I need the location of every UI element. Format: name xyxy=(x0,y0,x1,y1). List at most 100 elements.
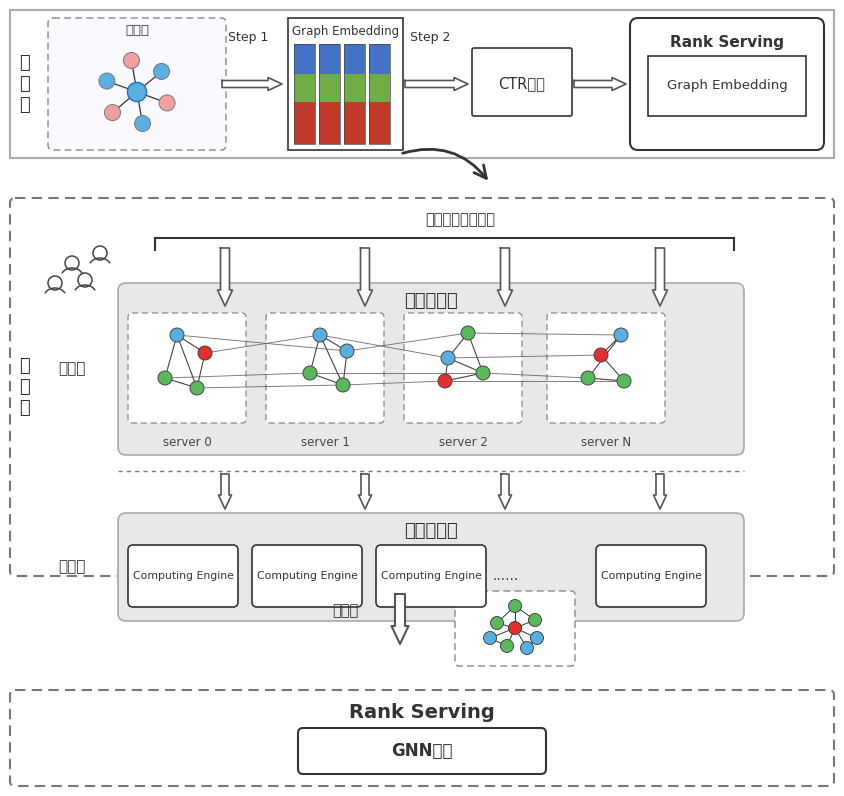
Text: Computing Engine: Computing Engine xyxy=(381,571,481,581)
Text: server 1: server 1 xyxy=(300,436,349,450)
Text: Computing Engine: Computing Engine xyxy=(133,571,234,581)
FancyBboxPatch shape xyxy=(376,545,486,607)
Text: Rank Serving: Rank Serving xyxy=(349,703,495,721)
FancyBboxPatch shape xyxy=(596,545,706,607)
FancyBboxPatch shape xyxy=(48,18,226,150)
FancyBboxPatch shape xyxy=(266,313,384,423)
Circle shape xyxy=(303,366,317,380)
Polygon shape xyxy=(653,474,667,509)
Bar xyxy=(288,18,403,150)
Bar xyxy=(369,44,390,74)
Polygon shape xyxy=(392,594,408,644)
Bar xyxy=(319,44,340,74)
Bar xyxy=(369,74,390,102)
Circle shape xyxy=(508,599,522,612)
Circle shape xyxy=(500,639,513,653)
FancyBboxPatch shape xyxy=(118,513,744,621)
Circle shape xyxy=(594,348,608,362)
Bar xyxy=(319,102,340,144)
FancyBboxPatch shape xyxy=(455,591,575,666)
Text: Computing Engine: Computing Engine xyxy=(601,571,701,581)
Bar xyxy=(294,74,315,102)
Polygon shape xyxy=(405,77,468,91)
Circle shape xyxy=(127,83,147,102)
Polygon shape xyxy=(497,248,512,306)
Polygon shape xyxy=(218,248,232,306)
Text: Graph Embedding: Graph Embedding xyxy=(667,80,787,92)
Polygon shape xyxy=(358,248,372,306)
Circle shape xyxy=(99,73,115,89)
Polygon shape xyxy=(499,474,511,509)
Circle shape xyxy=(340,344,354,358)
Bar xyxy=(344,74,365,102)
FancyBboxPatch shape xyxy=(252,545,362,607)
FancyBboxPatch shape xyxy=(10,690,834,786)
Text: ......: ...... xyxy=(493,569,519,583)
Text: 动
态
图: 动 态 图 xyxy=(19,357,30,417)
Bar xyxy=(344,44,365,74)
Text: Graph Embedding: Graph Embedding xyxy=(292,25,399,38)
Text: Step 2: Step 2 xyxy=(410,32,450,45)
Circle shape xyxy=(336,378,350,392)
Polygon shape xyxy=(652,248,668,306)
Circle shape xyxy=(508,622,522,634)
Text: Computing Engine: Computing Engine xyxy=(257,571,358,581)
Circle shape xyxy=(441,351,455,365)
Bar xyxy=(344,44,365,144)
Circle shape xyxy=(521,642,533,654)
FancyArrowPatch shape xyxy=(403,149,486,178)
Text: 计算层: 计算层 xyxy=(58,560,86,575)
Circle shape xyxy=(159,95,175,111)
Circle shape xyxy=(170,328,184,342)
Text: Step 1: Step 1 xyxy=(228,32,268,45)
Circle shape xyxy=(134,115,150,131)
Text: 静态图: 静态图 xyxy=(125,24,149,37)
FancyBboxPatch shape xyxy=(128,545,238,607)
Polygon shape xyxy=(219,474,231,509)
Circle shape xyxy=(581,371,595,385)
Bar xyxy=(344,102,365,144)
Circle shape xyxy=(313,328,327,342)
Circle shape xyxy=(190,381,204,395)
Polygon shape xyxy=(222,77,282,91)
Polygon shape xyxy=(359,474,371,509)
FancyBboxPatch shape xyxy=(404,313,522,423)
Text: 静
态
图: 静 态 图 xyxy=(19,54,30,114)
Text: CTR模型: CTR模型 xyxy=(499,76,545,92)
Bar xyxy=(319,44,340,144)
FancyBboxPatch shape xyxy=(630,18,824,150)
Circle shape xyxy=(490,616,504,630)
FancyBboxPatch shape xyxy=(128,313,246,423)
FancyBboxPatch shape xyxy=(118,283,744,455)
Circle shape xyxy=(154,64,170,80)
Bar xyxy=(319,74,340,102)
Circle shape xyxy=(614,328,628,342)
Text: 图计算集群: 图计算集群 xyxy=(404,522,458,540)
Circle shape xyxy=(528,614,542,626)
Text: 用户行为实时更新: 用户行为实时更新 xyxy=(425,213,495,228)
Circle shape xyxy=(198,346,212,360)
FancyBboxPatch shape xyxy=(10,198,834,576)
Circle shape xyxy=(476,366,490,380)
Polygon shape xyxy=(574,77,626,91)
Text: Rank Serving: Rank Serving xyxy=(670,34,784,49)
Text: server 2: server 2 xyxy=(439,436,488,450)
Circle shape xyxy=(123,53,139,68)
Circle shape xyxy=(438,374,452,388)
Bar xyxy=(369,44,390,144)
Text: server N: server N xyxy=(581,436,631,450)
Circle shape xyxy=(105,104,121,120)
Circle shape xyxy=(617,374,631,388)
Circle shape xyxy=(461,326,475,340)
Bar xyxy=(10,10,834,158)
Text: GNN模型: GNN模型 xyxy=(392,742,452,760)
Circle shape xyxy=(531,631,544,645)
Bar xyxy=(294,102,315,144)
Bar xyxy=(294,44,315,74)
Text: 存储层: 存储层 xyxy=(58,361,86,377)
Text: 图数据集群: 图数据集群 xyxy=(404,292,458,310)
Bar xyxy=(648,56,806,116)
FancyBboxPatch shape xyxy=(298,728,546,774)
FancyBboxPatch shape xyxy=(472,48,572,116)
FancyBboxPatch shape xyxy=(547,313,665,423)
